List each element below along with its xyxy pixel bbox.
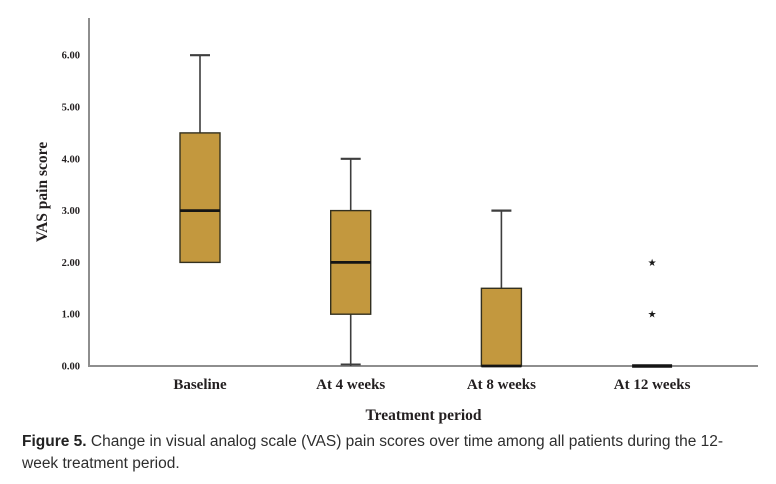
x-category-label: At 12 weeks — [614, 377, 691, 393]
y-tick-label: 3.00 — [62, 206, 80, 217]
box-baseline — [179, 132, 221, 264]
outlier-marker-at-12-weeks: ★ — [648, 310, 657, 321]
x-category-label: At 4 weeks — [316, 377, 385, 393]
y-tick-label: 6.00 — [62, 51, 80, 62]
vas-boxplot-chart: 0.00 1.00 2.00 3.00 4.00 5.00 6.00 Baseline At 4… — [34, 18, 758, 424]
y-tick-label: 0.00 — [62, 362, 80, 373]
x-category-label: At 8 weeks — [467, 377, 536, 393]
box-at-8-weeks — [480, 287, 523, 367]
outlier-marker-at-12-weeks: ★ — [648, 258, 657, 269]
y-tick-label: 4.00 — [62, 154, 80, 165]
figure-caption: Figure 5. Change in visual analog scale … — [22, 431, 758, 475]
y-tick-label: 2.00 — [62, 258, 80, 269]
x-category-label: Baseline — [173, 377, 227, 393]
x-axis-title: Treatment period — [365, 407, 481, 424]
figure-caption-label: Figure 5. — [22, 433, 87, 450]
y-tick-label: 1.00 — [62, 310, 80, 321]
y-axis-title: VAS pain score — [34, 142, 51, 242]
figure-caption-text: Change in visual analog scale (VAS) pain… — [22, 433, 724, 472]
y-tick-label: 5.00 — [62, 103, 80, 114]
